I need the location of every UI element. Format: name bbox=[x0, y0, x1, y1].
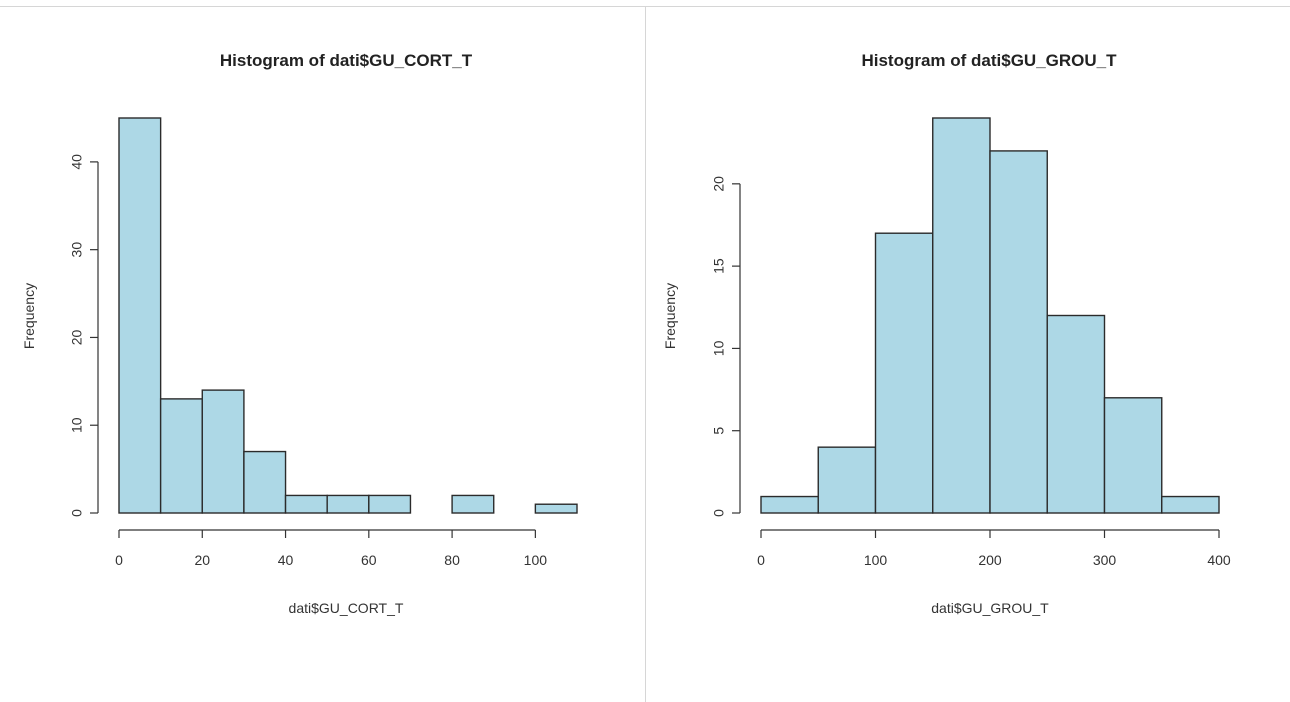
x-tick-label: 0 bbox=[757, 552, 765, 568]
y-tick-label: 10 bbox=[711, 340, 727, 356]
histogram-bar bbox=[159, 398, 203, 514]
y-tick-label: 0 bbox=[69, 509, 85, 517]
x-tick-label: 80 bbox=[444, 552, 460, 568]
histogram-bar bbox=[1161, 495, 1220, 514]
x-tick-label: 100 bbox=[864, 552, 888, 568]
x-tick-label: 60 bbox=[361, 552, 377, 568]
y-tick-label: 0 bbox=[711, 509, 727, 517]
x-tick-label: 100 bbox=[524, 552, 548, 568]
histogram-bar bbox=[874, 232, 934, 514]
y-axis: 0 10 20 30 40 bbox=[69, 154, 99, 517]
histogram-bar bbox=[243, 450, 287, 514]
histogram-bar bbox=[760, 495, 819, 514]
y-axis-label: Frequency bbox=[21, 283, 37, 349]
y-tick-label: 15 bbox=[711, 258, 727, 274]
x-axis: 0 20 40 60 80 100 bbox=[115, 529, 548, 568]
x-tick-label: 400 bbox=[1207, 552, 1231, 568]
panel-divider bbox=[645, 6, 646, 702]
histogram-bar bbox=[989, 150, 1048, 514]
histogram-bar bbox=[534, 503, 578, 514]
histogram-bar bbox=[817, 446, 877, 514]
bars-group bbox=[118, 117, 578, 514]
histogram-bar bbox=[118, 117, 162, 514]
histogram-cort-panel: Histogram of dati$GU_CORT_T dati$GU_CORT… bbox=[21, 51, 578, 616]
histogram-bar bbox=[932, 117, 991, 514]
y-tick-label: 20 bbox=[69, 329, 85, 345]
y-tick-label: 5 bbox=[711, 427, 727, 435]
chart-title: Histogram of dati$GU_CORT_T bbox=[220, 51, 473, 70]
histogram-bar bbox=[451, 494, 495, 514]
y-tick-label: 10 bbox=[69, 417, 85, 433]
x-axis: 0 100 200 300 400 bbox=[757, 529, 1231, 568]
y-tick-label: 20 bbox=[711, 176, 727, 192]
y-axis-label: Frequency bbox=[662, 283, 678, 349]
x-tick-label: 40 bbox=[278, 552, 294, 568]
histogram-bar bbox=[1103, 397, 1163, 514]
histogram-bar bbox=[326, 494, 370, 514]
histogram-bar bbox=[201, 389, 245, 514]
x-axis-label: dati$GU_CORT_T bbox=[289, 600, 404, 616]
histogram-bar bbox=[1046, 314, 1106, 514]
x-tick-label: 200 bbox=[978, 552, 1002, 568]
y-tick-label: 30 bbox=[69, 242, 85, 258]
x-tick-label: 300 bbox=[1093, 552, 1117, 568]
x-tick-label: 20 bbox=[194, 552, 210, 568]
y-tick-label: 40 bbox=[69, 154, 85, 170]
histogram-grou-panel: Histogram of dati$GU_GROU_T dati$GU_GROU… bbox=[662, 51, 1231, 616]
x-tick-label: 0 bbox=[115, 552, 123, 568]
bars-group bbox=[760, 117, 1220, 514]
y-axis: 0 5 10 15 20 bbox=[711, 176, 741, 517]
x-axis-label: dati$GU_GROU_T bbox=[931, 600, 1049, 616]
histogram-bar bbox=[368, 494, 412, 514]
chart-title: Histogram of dati$GU_GROU_T bbox=[861, 51, 1117, 70]
histogram-bar bbox=[284, 494, 328, 514]
